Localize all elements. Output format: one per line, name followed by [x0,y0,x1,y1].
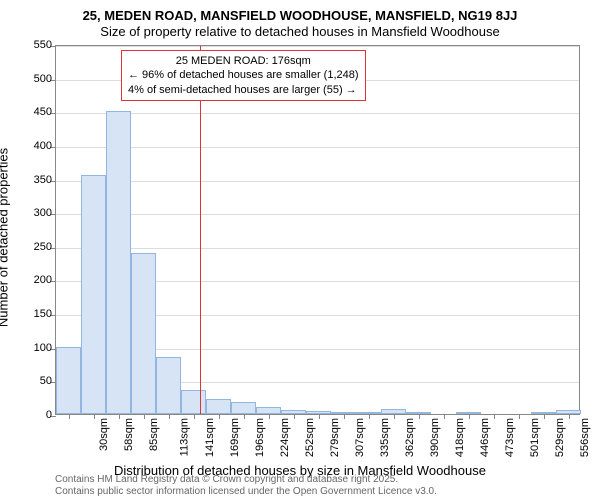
ytick-label: 200 [12,274,52,286]
xtick-mark [119,414,120,419]
histogram-bar [156,357,181,414]
reference-line [200,46,201,414]
histogram-bar [81,175,106,414]
xtick-label: 473sqm [504,418,516,457]
xtick-mark [444,414,445,419]
xtick-mark [569,414,570,419]
xtick-label: 279sqm [329,418,341,457]
xtick-label: 58sqm [123,418,135,451]
xtick-mark [294,414,295,419]
xtick-mark [419,414,420,419]
ytick-label: 50 [12,375,52,387]
y-axis-label: Number of detached properties [0,148,11,327]
xtick-mark [144,414,145,419]
xtick-label: 446sqm [479,418,491,457]
gridline-h [56,181,579,182]
ytick-label: 550 [12,39,52,51]
xtick-mark [494,414,495,419]
xtick-mark [269,414,270,419]
xtick-label: 224sqm [279,418,291,457]
gridline-h [56,147,579,148]
histogram-bar [256,407,281,414]
xtick-mark [244,414,245,419]
gridline-h [56,214,579,215]
xtick-label: 390sqm [429,418,441,457]
attribution-line2: Contains public sector information licen… [55,486,437,498]
xtick-label: 556sqm [579,418,591,457]
xtick-mark [394,414,395,419]
xtick-label: 335sqm [379,418,391,457]
xtick-mark [344,414,345,419]
xtick-mark [194,414,195,419]
xtick-label: 501sqm [529,418,541,457]
ytick-label: 450 [12,106,52,118]
histogram-bar [231,402,256,414]
gridline-h [56,113,579,114]
ytick-label: 100 [12,342,52,354]
gridline-h [56,46,579,47]
chart-title-line1: 25, MEDEN ROAD, MANSFIELD WOODHOUSE, MAN… [0,8,600,23]
xtick-mark [369,414,370,419]
xtick-mark [469,414,470,419]
chart-title-line2: Size of property relative to detached ho… [0,24,600,39]
xtick-label: 362sqm [404,418,416,457]
annotation-line2: ← 96% of detached houses are smaller (1,… [128,68,359,82]
xtick-mark [169,414,170,419]
xtick-label: 307sqm [354,418,366,457]
histogram-bar [131,253,156,414]
xtick-label: 418sqm [454,418,466,457]
xtick-label: 196sqm [254,418,266,457]
xtick-mark [94,414,95,419]
xtick-label: 529sqm [554,418,566,457]
histogram-bar [56,347,81,414]
histogram-bar [181,390,206,414]
xtick-mark [544,414,545,419]
plot-area: 25 MEDEN ROAD: 176sqm← 96% of detached h… [55,45,580,415]
xtick-label: 169sqm [229,418,241,457]
annotation-box: 25 MEDEN ROAD: 176sqm← 96% of detached h… [121,50,366,101]
xtick-label: 85sqm [148,418,160,451]
attribution-line1: Contains HM Land Registry data © Crown c… [55,474,437,486]
attribution: Contains HM Land Registry data © Crown c… [55,474,437,498]
xtick-mark [319,414,320,419]
ytick-label: 500 [12,73,52,85]
ytick-label: 350 [12,174,52,186]
xtick-mark [69,414,70,419]
ytick-label: 250 [12,241,52,253]
xtick-mark [519,414,520,419]
gridline-h [56,248,579,249]
xtick-label: 30sqm [98,418,110,451]
ytick-label: 400 [12,140,52,152]
xtick-label: 113sqm [178,418,190,456]
ytick-label: 0 [12,409,52,421]
xtick-mark [219,414,220,419]
xtick-label: 252sqm [304,418,316,457]
annotation-line1: 25 MEDEN ROAD: 176sqm [128,54,359,68]
xtick-label: 141sqm [204,418,216,457]
ytick-label: 300 [12,207,52,219]
annotation-line3: 4% of semi-detached houses are larger (5… [128,83,359,97]
histogram-bar [106,111,131,414]
histogram-bar [206,399,231,414]
ytick-label: 150 [12,308,52,320]
